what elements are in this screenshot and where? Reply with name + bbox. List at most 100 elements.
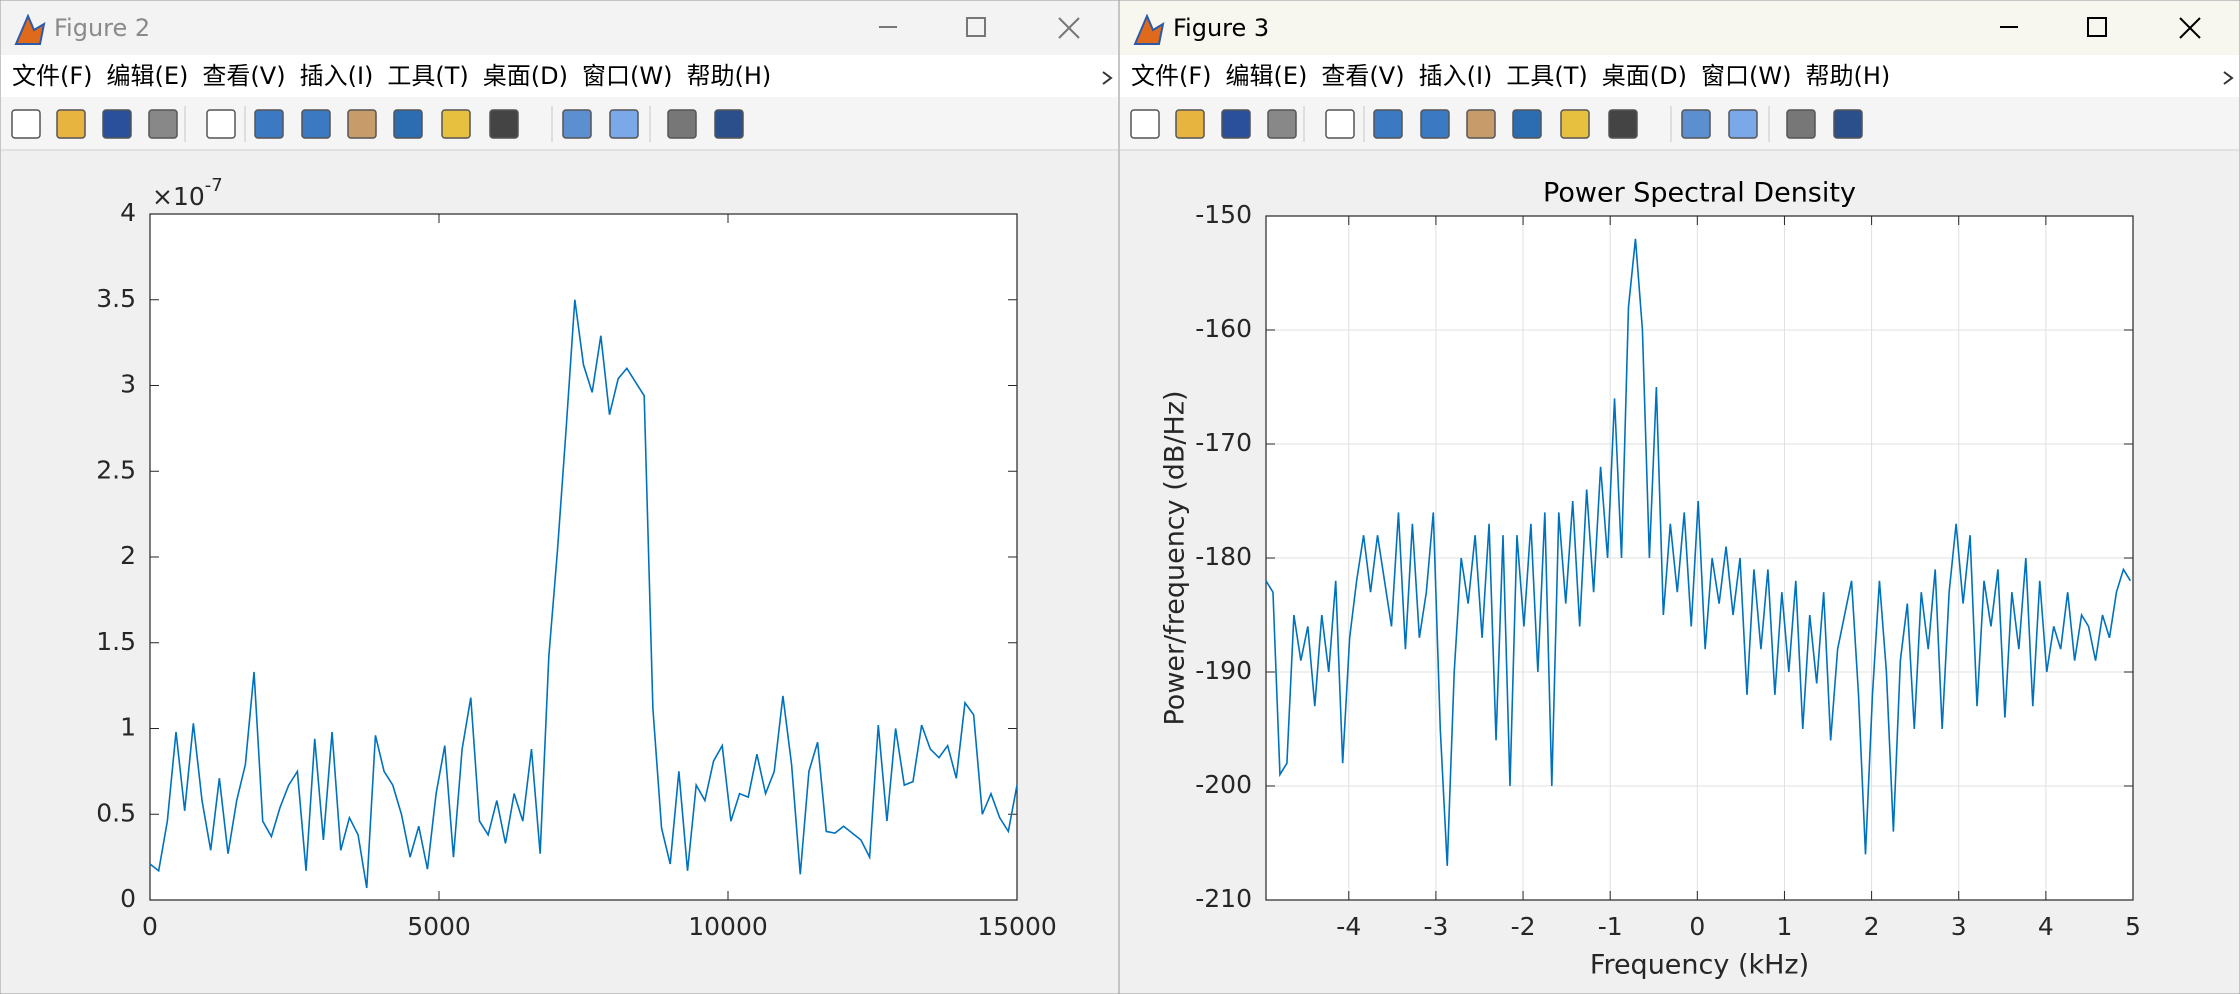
menu-item[interactable]: 编辑(E) [107,62,189,90]
menu-item[interactable]: 桌面(D) [1602,62,1687,90]
y-tick-label: 3.5 [96,284,136,313]
x-tick-label: 4 [2038,912,2054,941]
x-tick-label: 10000 [688,912,768,941]
menu-item[interactable]: 工具(T) [1506,62,1587,90]
menu-item[interactable]: 桌面(D) [483,62,568,90]
toolbar-button[interactable] [393,109,423,139]
x-tick-label: -1 [1598,912,1623,941]
y-axis-label: Power/frequency (dB/Hz) [1160,390,1191,725]
toolbar-button[interactable] [1608,109,1638,139]
toolbar-button[interactable] [1560,109,1590,139]
y-tick-label: -150 [1195,200,1252,229]
menu-bar [1,55,1118,97]
toolbar-button[interactable] [562,109,592,139]
y-tick-label: -190 [1195,656,1252,685]
toolbar-button[interactable] [1325,109,1355,139]
maximize-button[interactable] [966,17,986,37]
x-tick-label: 1 [1777,912,1793,941]
close-button[interactable] [2179,17,2201,39]
menu-arrow [2223,71,2234,85]
y-tick-label: -210 [1195,884,1252,913]
y-tick-label: 2 [120,541,136,570]
y-tick-label: 0 [120,884,136,913]
x-tick-label: -4 [1336,912,1361,941]
toolbar-button[interactable] [206,109,236,139]
window: Figure 2 文件(F) 编辑(E) 查看(V) 插入(I) 工具(T) 桌面(D) 窗口… [0,0,1120,994]
app-icon [1133,13,1165,45]
y-tick-label: -200 [1195,770,1252,799]
toolbar-button[interactable] [1681,109,1711,139]
close-button[interactable] [1058,17,1080,39]
toolbar-button[interactable] [11,109,41,139]
menu-item[interactable]: 编辑(E) [1226,62,1308,90]
toolbar-button[interactable] [347,109,377,139]
data-line [149,299,1018,889]
toolbar-button[interactable] [148,109,178,139]
menu-item[interactable]: 文件(F) [12,62,93,90]
menu-item[interactable]: 帮助(H) [686,62,771,90]
toolbar-button[interactable] [609,109,639,139]
menu-item[interactable]: 窗口(W) [582,62,672,90]
menu-arrow [1102,71,1113,85]
toolbar-button[interactable] [254,109,284,139]
toolbar-button[interactable] [1466,109,1496,139]
window: Figure 3 文件(F) 编辑(E) 查看(V) 插入(I) 工具(T) 桌面(D) 窗口… [1118,0,2240,994]
x-tick-label: 5000 [407,912,471,941]
toolbar [1,97,1118,150]
y-tick-label: 1.5 [96,627,136,656]
toolbar-button[interactable] [714,109,744,139]
toolbar-button[interactable] [56,109,86,139]
menu-item[interactable]: 文件(F) [1131,62,1212,90]
title-bar [1120,1,2239,55]
toolbar-button[interactable] [1420,109,1450,139]
menu-item[interactable]: 插入(I) [300,62,374,90]
toolbar-button[interactable] [301,109,331,139]
x-tick-label: 2 [1864,912,1880,941]
x-tick-label: 15000 [977,912,1057,941]
y-tick-label: 3 [120,370,136,399]
toolbar-button[interactable] [1130,109,1160,139]
axes-background [150,214,1017,900]
y-tick-label: -180 [1195,542,1252,571]
y-tick-label: 4 [120,198,136,227]
menu-item[interactable]: 插入(I) [1419,62,1493,90]
toolbar-button[interactable] [1267,109,1297,139]
x-tick-label: 0 [142,912,158,941]
toolbar-button[interactable] [441,109,471,139]
maximize-button[interactable] [2087,17,2107,37]
menu-item[interactable]: 查看(V) [202,62,285,90]
axes-box [1265,215,2134,901]
window-title: Figure 3 [1173,14,1269,42]
toolbar-button[interactable] [667,109,697,139]
x-axis-label: Frequency (kHz) [1590,950,1809,981]
toolbar-button[interactable] [489,109,519,139]
y-tick-label: -170 [1195,428,1252,457]
x-tick-label: 0 [1689,912,1705,941]
menu-item[interactable]: 工具(T) [387,62,468,90]
toolbar-button[interactable] [1728,109,1758,139]
exponent-base: ×10 [152,182,205,211]
y-tick-label: 1 [120,713,136,742]
toolbar-button[interactable] [1833,109,1863,139]
data-line [1265,238,2132,866]
toolbar-button[interactable] [102,109,132,139]
chart-title: Power Spectral Density [1543,178,1856,209]
app-icon [14,13,46,45]
menu-bar [1120,55,2239,97]
menu-item[interactable]: 窗口(W) [1701,62,1791,90]
menu-item[interactable]: 帮助(H) [1805,62,1890,90]
x-tick-label: 5 [2125,912,2141,941]
x-tick-label: -3 [1423,912,1448,941]
x-tick-label: -2 [1511,912,1536,941]
toolbar-button[interactable] [1373,109,1403,139]
toolbar-button[interactable] [1221,109,1251,139]
axis-exponent: ×10-7 [152,175,223,211]
toolbar-button[interactable] [1175,109,1205,139]
toolbar-button[interactable] [1512,109,1542,139]
title-bar [1,1,1118,55]
menu-item[interactable]: 查看(V) [1321,62,1404,90]
toolbar-button[interactable] [1786,109,1816,139]
exponent-power: -7 [205,175,223,196]
